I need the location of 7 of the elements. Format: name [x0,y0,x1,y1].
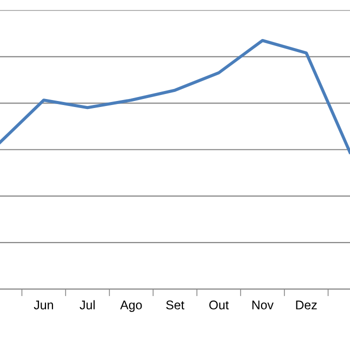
x-tick-label: Out [209,300,229,310]
x-tick-label: Dez [296,300,317,310]
x-tick-label: Ago [120,300,142,312]
x-tick-label: Nov [252,300,274,310]
x-tick-label: Jun [34,300,54,310]
x-tick-label: Jul [80,300,95,310]
x-tick-label: Set [166,300,184,310]
